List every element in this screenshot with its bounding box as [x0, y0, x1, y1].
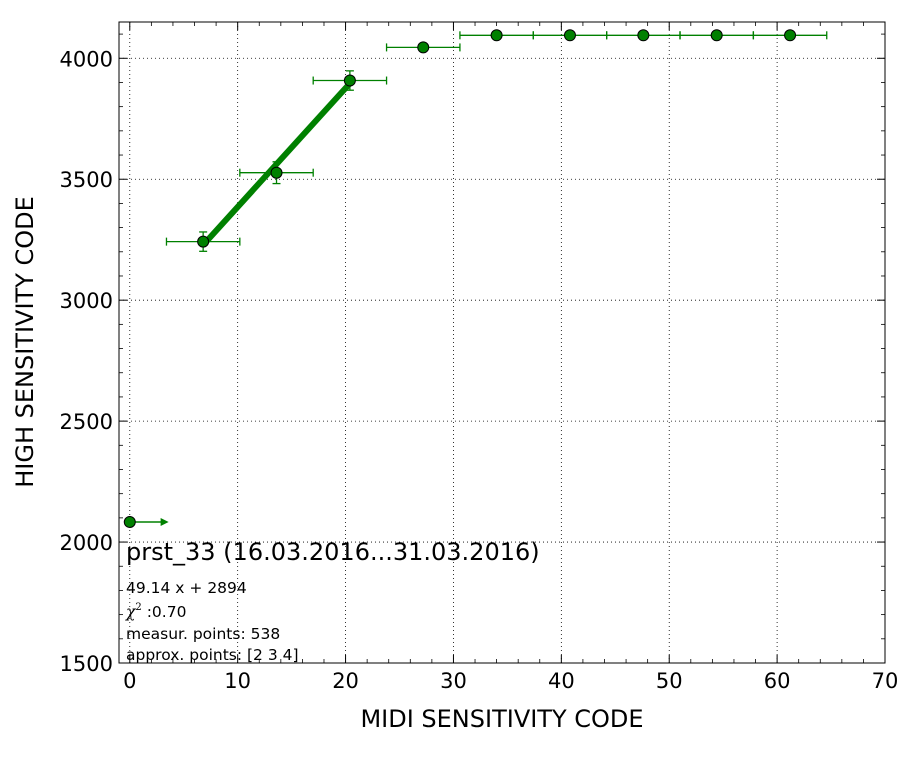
measur-points: measur. points: 538 — [126, 625, 280, 643]
y-tick-label: 1500 — [60, 652, 113, 676]
x-tick-label: 0 — [123, 669, 136, 693]
data-point — [563, 29, 576, 42]
grid — [119, 22, 886, 664]
y-tick-label: 3500 — [60, 168, 113, 192]
x-tick-label: 40 — [548, 669, 575, 693]
limit-arrow-head — [160, 517, 169, 526]
fit-equation: 49.14 x + 2894 — [126, 579, 247, 597]
data-point — [637, 29, 650, 42]
data-point — [710, 29, 723, 42]
y-axis-label: HIGH SENSITIVITY CODE — [11, 196, 39, 488]
x-tick-label: 50 — [656, 669, 683, 693]
approx-points: approx. points: [2 3 4] — [126, 646, 299, 664]
chi-square-label: χ2 :0.70 — [125, 602, 186, 621]
x-tick-label: 10 — [224, 669, 251, 693]
axis-ticks: 0 10 20 30 40 50 60 70 1500 2000 2500 3000 3500 4000 — [60, 22, 899, 693]
chart-title: prst_33 (16.03.2016...31.03.2016) — [126, 538, 540, 566]
chi-value: :0.70 — [142, 603, 187, 621]
plot-frame — [118, 21, 886, 664]
y-tick-label: 3000 — [60, 289, 113, 313]
data-points — [123, 29, 828, 528]
chi-superscript: 2 — [135, 602, 141, 613]
x-tick-label: 70 — [872, 669, 899, 693]
y-tick-label: 4000 — [60, 47, 113, 71]
x-tick-label: 30 — [440, 669, 467, 693]
data-point — [490, 29, 503, 42]
data-point — [784, 29, 797, 42]
data-point — [343, 74, 356, 87]
data-point — [123, 515, 136, 528]
x-tick-label: 20 — [332, 669, 359, 693]
y-tick-label: 2000 — [60, 531, 113, 555]
chi-symbol: χ — [125, 603, 137, 621]
y-tick-label: 2500 — [60, 410, 113, 434]
data-point — [197, 235, 210, 248]
annotation-block: prst_33 (16.03.2016...31.03.2016) 49.14 … — [125, 538, 540, 664]
data-point — [270, 166, 283, 179]
x-tick-label: 60 — [764, 669, 791, 693]
x-axis-label: MIDI SENSITIVITY CODE — [360, 705, 643, 733]
data-point — [417, 41, 430, 54]
